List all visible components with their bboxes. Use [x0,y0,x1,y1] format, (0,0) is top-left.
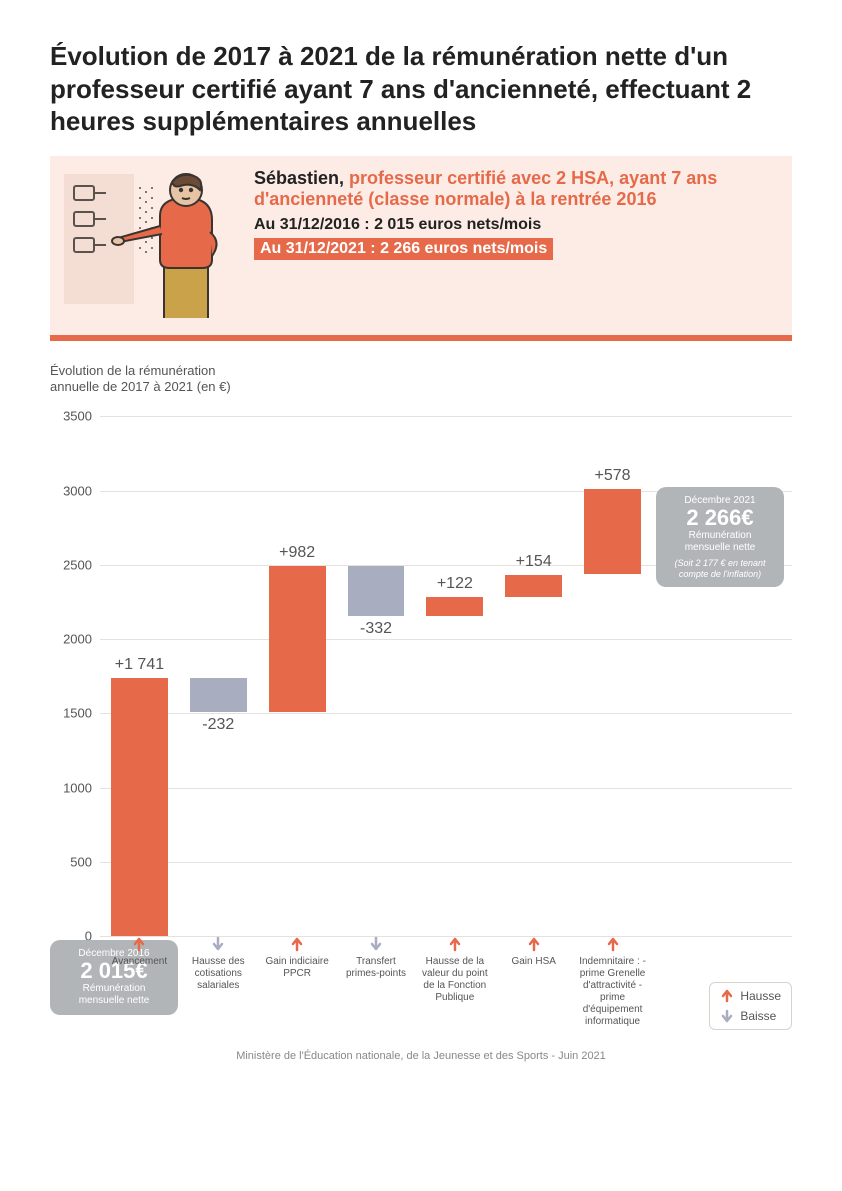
gridline [100,788,792,789]
legend: Hausse Baisse [709,982,792,1030]
y-tick: 3500 [50,409,92,424]
x-category: Avancement [102,936,178,968]
page-title: Évolution de 2017 à 2021 de la rémunérat… [50,40,792,138]
source-footer: Ministère de l'Éducation nationale, de l… [50,1050,792,1062]
persona-name: Sébastien, [254,168,349,188]
x-category: Hausse de la valeur du point de la Fonct… [417,936,493,1004]
bar-value-label: +122 [437,575,473,593]
x-label: Indemnitaire : - prime Grenelle d'attrac… [579,956,646,1027]
gridline [100,862,792,863]
bar-value-label: -232 [202,716,234,734]
arrow-up-icon [131,936,147,952]
arrow-down-icon [368,936,384,952]
arrow-up-icon [526,936,542,952]
x-category: Gain indiciaire PPCR [259,936,335,980]
persona-before: Au 31/12/2016 : 2 015 euros nets/mois [254,216,774,234]
box-sub: Rémunération mensuelle nette [666,530,774,554]
end-value-box: Décembre 20212 266€Rémunération mensuell… [656,487,784,588]
arrow-up-icon [289,936,305,952]
waterfall-bar [348,566,405,615]
x-label: Hausse des cotisations salariales [192,956,245,991]
x-label: Gain indiciaire PPCR [265,956,328,979]
y-tick: 2500 [50,557,92,572]
chart-subtitle: Évolution de la rémunération annuelle de… [50,363,250,397]
waterfall-bar [190,678,247,712]
box-value: 2 266€ [666,506,774,530]
persona-illustration [62,168,242,323]
bar-value-label: +1 741 [115,656,164,674]
waterfall-bar [111,678,168,937]
bar-value-label: +154 [516,553,552,571]
y-tick: 1000 [50,780,92,795]
waterfall-bar [269,566,326,712]
y-tick: 3000 [50,483,92,498]
waterfall-bar [584,489,641,575]
arrow-up-icon [720,989,734,1003]
gridline [100,639,792,640]
arrow-up-icon [447,936,463,952]
box-date: Décembre 2021 [666,495,774,506]
arrow-down-icon [720,1009,734,1023]
x-category: Indemnitaire : - prime Grenelle d'attrac… [575,936,651,1028]
gridline [100,416,792,417]
persona-card: Sébastien, professeur certifié avec 2 HS… [50,156,792,341]
bar-value-label: +982 [279,544,315,562]
legend-up-label: Hausse [740,989,781,1003]
waterfall-chart: 0500100015002000250030003500+1 741-232+9… [50,416,792,1036]
x-label: Gain HSA [511,956,555,967]
x-label: Transfert primes-points [346,956,406,979]
bar-value-label: -332 [360,620,392,638]
arrow-up-icon [605,936,621,952]
bar-value-label: +578 [595,467,631,485]
x-category: Hausse des cotisations salariales [180,936,256,992]
waterfall-bar [505,575,562,598]
y-tick: 500 [50,854,92,869]
x-label: Avancement [112,956,167,967]
waterfall-bar [426,597,483,615]
y-tick: 1500 [50,706,92,721]
legend-down-label: Baisse [740,1009,776,1023]
arrow-down-icon [210,936,226,952]
persona-heading: Sébastien, professeur certifié avec 2 HS… [254,168,774,210]
y-tick: 2000 [50,632,92,647]
persona-after: Au 31/12/2021 : 2 266 euros nets/mois [254,238,553,260]
x-category: Gain HSA [496,936,572,968]
gridline [100,713,792,714]
x-category: Transfert primes-points [338,936,414,980]
x-label: Hausse de la valeur du point de la Fonct… [422,956,488,1003]
box-note: (Soit 2 177 € en tenant compte de l'infl… [666,558,774,580]
